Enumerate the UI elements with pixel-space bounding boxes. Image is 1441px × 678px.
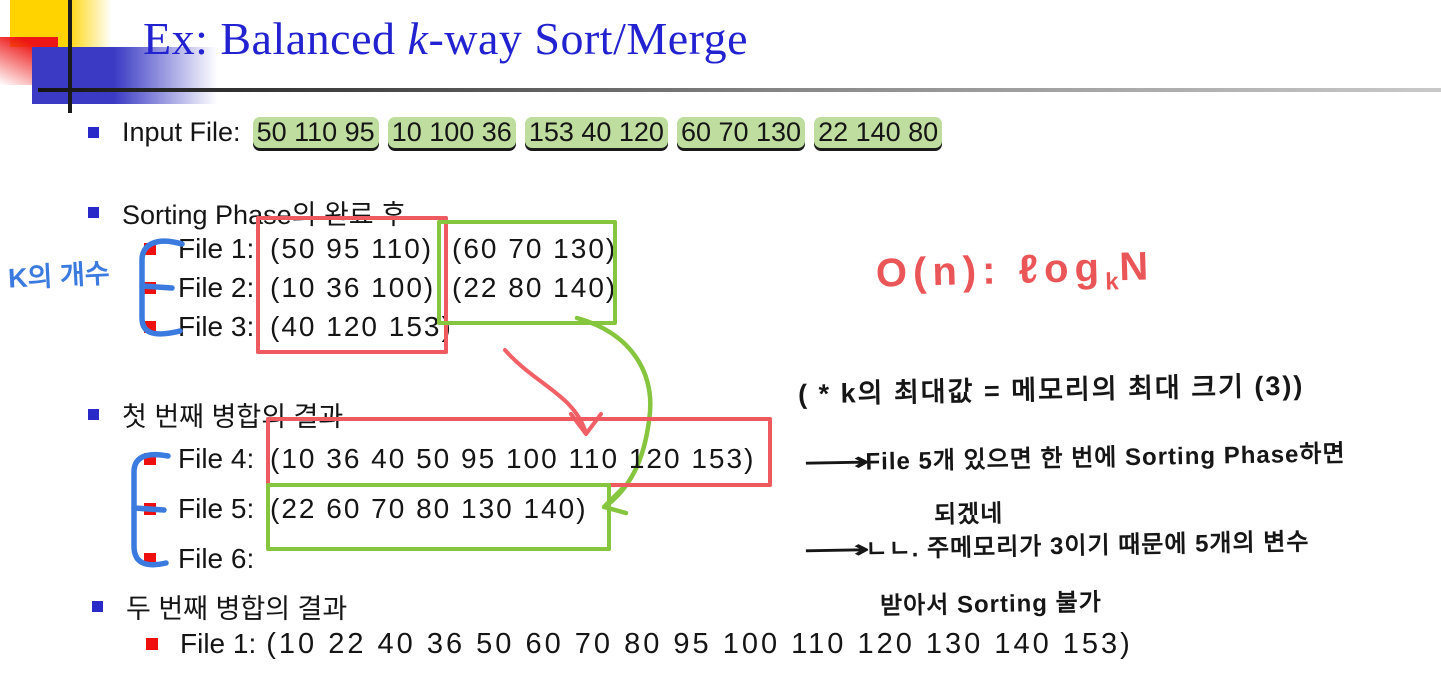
sorting-file2-row: File 2: (10 36 100) (22 80 140)	[144, 270, 617, 306]
handwritten-k-count-label: K의 개수	[7, 258, 111, 294]
input-file-row: Input File: 50 110 95 10 100 36 153 40 1…	[88, 114, 951, 150]
note-nn-text1: ㄴㄴ. 주메모리가 3이기 때문에 5개의 변수	[865, 528, 1310, 564]
bullet-red-square	[146, 638, 158, 650]
sorting-phase-heading: Sorting Phase의 완료 후	[122, 199, 406, 230]
file2-run2: (22 80 140)	[452, 272, 618, 303]
input-run-5: 22 140 80	[814, 116, 943, 148]
file2-label: File 2:	[178, 272, 255, 303]
second-merge-heading-row: 두 번째 병합의 결과	[92, 588, 347, 624]
formula-log: ℓog	[1017, 245, 1106, 292]
file5-numbers: (22 60 70 80 130 140)	[270, 493, 588, 524]
sorting-file3-row: File 3: (40 120 153)	[144, 309, 452, 345]
second-merge-heading: 두 번째 병합의 결과	[126, 593, 348, 624]
green-box-file5-result	[266, 483, 611, 551]
handwritten-note-k-max: ( * k의 최대값 = 메모리의 최대 크기 (3))	[797, 370, 1305, 410]
merge2-file1-label: File 1:	[180, 628, 257, 659]
bullet-blue-square	[88, 126, 99, 138]
file2-run1: (10 36 100)	[270, 272, 436, 303]
file4-numbers: (10 36 40 50 95 100 110 120 153)	[270, 443, 756, 474]
slide-title: Ex: Balanced k-way Sort/Merge	[143, 12, 748, 65]
merge1-file6-row: File 6:	[144, 541, 270, 577]
first-merge-heading-row: 첫 번째 병합의 결과	[88, 396, 343, 432]
sorting-phase-heading-row: Sorting Phase의 완료 후	[88, 194, 406, 230]
green-box-run-column-2	[437, 220, 617, 325]
handwritten-complexity-formula: O(n): ℓogkN	[875, 244, 1155, 302]
red-box-run-column-1	[256, 216, 448, 354]
deco-blue-square	[32, 47, 227, 104]
formula-n: N	[1118, 244, 1155, 290]
slide-title-suffix: -way Sort/Merge	[428, 13, 749, 64]
handwritten-arrow-icon: ⟶	[803, 536, 872, 565]
bullet-blue-square	[88, 408, 99, 420]
first-merge-heading: 첫 번째 병합의 결과	[122, 401, 344, 432]
slide-title-italic-k: k	[407, 13, 429, 64]
file4-label: File 4:	[178, 443, 255, 474]
input-run-3: 153 40 120	[524, 116, 668, 148]
input-run-1: 50 110 95	[252, 116, 379, 148]
file1-run1: (50 95 110)	[270, 233, 434, 264]
slide-title-prefix: Ex: Balanced	[143, 13, 408, 64]
merge1-file5-row: File 5: (22 60 70 80 130 140)	[144, 491, 588, 527]
file1-label: File 1:	[178, 233, 255, 264]
bullet-blue-square	[92, 600, 103, 612]
bullet-blue-square	[88, 206, 99, 218]
note-file5-text1: File 5개 있으면 한 번에 Sorting Phase하면	[865, 440, 1346, 476]
sorting-file1-row: File 1: (50 95 110) (60 70 130)	[144, 231, 617, 267]
formula-prefix: O(n):	[875, 247, 1020, 296]
input-file-label: Input File:	[122, 116, 241, 147]
handwritten-arrow-icon: ⟶	[803, 448, 872, 477]
handwritten-note-file5-line1: ⟶File 5개 있으면 한 번에 Sorting Phase하면	[804, 433, 1346, 477]
handwritten-note-file5-line2: 되겠네	[933, 500, 1004, 529]
file3-run1: (40 120 153)	[270, 311, 453, 342]
file1-run2: (60 70 130)	[452, 233, 618, 264]
merge2-file1-row: File 1: (10 22 40 36 50 60 70 80 95 100 …	[146, 626, 1133, 662]
title-divider-line	[38, 88, 1441, 92]
handwritten-note-nn-line1: ⟶ㄴㄴ. 주메모리가 3이기 때문에 5개의 변수	[804, 522, 1310, 566]
input-run-2: 10 100 36	[387, 116, 516, 148]
file5-label: File 5:	[178, 493, 255, 524]
deco-vertical-line	[68, 0, 72, 113]
formula-subscript-k: k	[1104, 268, 1121, 296]
file3-label: File 3:	[178, 311, 255, 342]
blue-bracket-sorting-files	[139, 238, 185, 337]
file6-label: File 6:	[178, 543, 255, 574]
handwritten-note-nn-line2: 받아서 Sorting 불가	[879, 589, 1103, 620]
red-box-file4-result	[266, 417, 772, 487]
merge2-file1-numbers: (10 22 40 36 50 60 70 80 95 100 110 120 …	[266, 627, 1133, 660]
merge1-file4-row: File 4: (10 36 40 50 95 100 110 120 153)	[144, 441, 755, 477]
blue-bracket-merge-files	[131, 451, 171, 568]
input-run-4: 60 70 130	[676, 116, 806, 148]
